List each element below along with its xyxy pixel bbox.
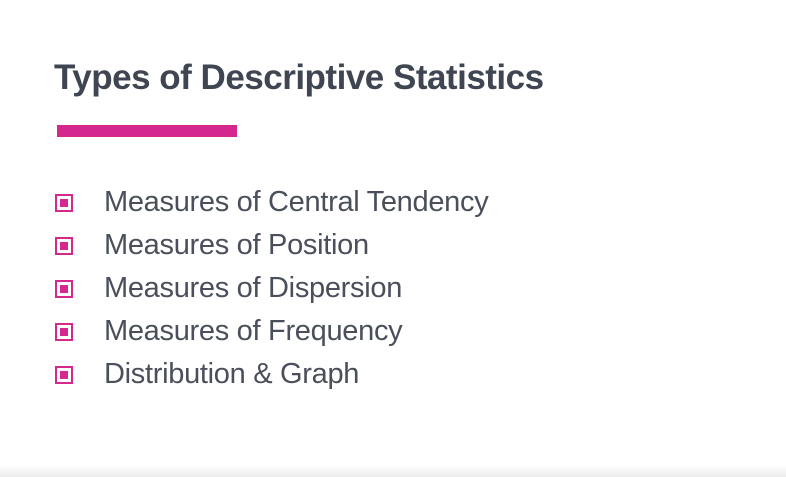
list-item: Measures of Frequency	[50, 310, 488, 353]
list-item: Distribution & Graph	[50, 353, 488, 396]
square-bullet-icon	[55, 365, 73, 384]
bullet-label: Measures of Position	[104, 229, 369, 261]
list-item: Measures of Dispersion	[50, 267, 488, 310]
square-bullet-icon	[55, 279, 73, 298]
title-accent-bar	[57, 125, 237, 137]
slide-title: Types of Descriptive Statistics	[54, 58, 544, 97]
bullet-list: Measures of Central Tendency Measures of…	[50, 181, 489, 396]
square-bullet-icon	[55, 193, 73, 212]
list-item: Measures of Position	[50, 224, 488, 267]
bullet-label: Measures of Dispersion	[104, 272, 403, 304]
square-bullet-icon	[55, 236, 73, 255]
square-bullet-icon	[55, 322, 73, 341]
bullet-label: Measures of Frequency	[104, 315, 403, 347]
bullet-label: Distribution & Graph	[104, 358, 360, 390]
bottom-edge-shade	[0, 465, 786, 477]
list-item: Measures of Central Tendency	[50, 181, 489, 224]
bullet-label: Measures of Central Tendency	[104, 186, 489, 218]
